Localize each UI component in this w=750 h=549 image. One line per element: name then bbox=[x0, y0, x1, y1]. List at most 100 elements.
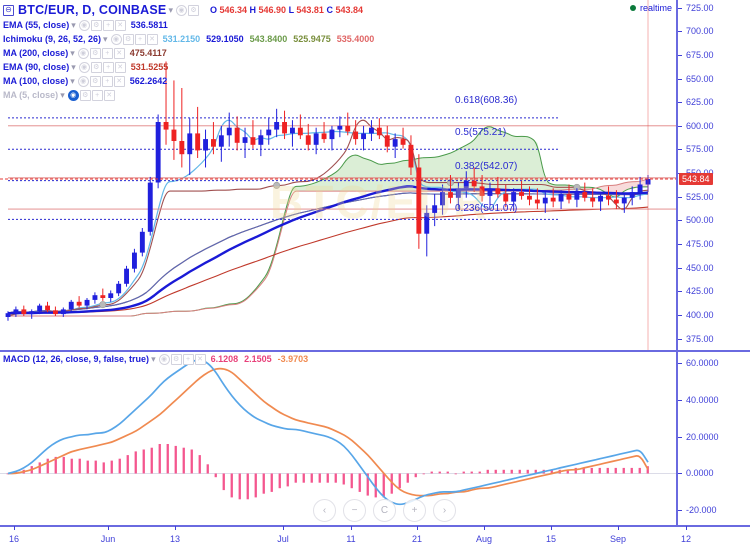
ohlc-key: O bbox=[209, 5, 220, 15]
chart-navigation-buttons[interactable]: ‹ − C + › bbox=[313, 499, 456, 522]
macd-histogram-bar bbox=[614, 467, 617, 474]
indicator-icon-group[interactable]: ◉ ⚙ + ✕ bbox=[77, 47, 125, 59]
eye-icon[interactable]: ◉ bbox=[77, 75, 89, 87]
indicator-name[interactable]: MA (100, close) bbox=[3, 76, 69, 86]
plus-icon[interactable]: + bbox=[91, 89, 103, 101]
close-icon[interactable]: ✕ bbox=[114, 19, 126, 31]
legend-row-indicator-5[interactable]: MA (5, close) ▾ ◉ ⚙ + ✕ bbox=[3, 88, 380, 102]
chevron-down-icon[interactable]: ▾ bbox=[70, 75, 75, 86]
macd-pane[interactable]: MACD (12, 26, close, 9, false, true) ▾ ◉… bbox=[0, 352, 750, 525]
eye-icon[interactable]: ◉ bbox=[77, 47, 89, 59]
macd-chart-svg[interactable] bbox=[0, 352, 676, 525]
legend-row-indicator-3[interactable]: EMA (90, close) ▾ ◉ ⚙ + ✕ 531.5255 bbox=[3, 60, 380, 74]
nav-reset-button[interactable]: C bbox=[373, 499, 396, 522]
plus-icon[interactable]: + bbox=[134, 33, 146, 45]
candle-body bbox=[242, 137, 248, 143]
chevron-down-icon[interactable]: ▾ bbox=[103, 33, 108, 44]
macd-indicator-name[interactable]: MACD (12, 26, close, 9, false, true) bbox=[3, 354, 150, 364]
candle-body bbox=[313, 133, 319, 145]
indicator-icon-group[interactable]: ◉ ⚙ + ✕ bbox=[67, 89, 115, 101]
chevron-down-icon[interactable]: ▾ bbox=[60, 89, 65, 100]
gear-icon[interactable]: ⚙ bbox=[90, 19, 102, 31]
plus-icon[interactable]: + bbox=[101, 75, 113, 87]
macd-histogram-bar bbox=[294, 473, 297, 483]
close-icon[interactable]: ✕ bbox=[103, 89, 115, 101]
realtime-label: realtime bbox=[639, 3, 672, 13]
nav-zoom-in-button[interactable]: + bbox=[403, 499, 426, 522]
indicator-icon-group[interactable]: ◉ ⚙ + ✕ bbox=[78, 61, 126, 73]
gear-icon[interactable]: ⚙ bbox=[89, 47, 101, 59]
candle-body bbox=[495, 188, 501, 194]
legend-row-indicator-0[interactable]: EMA (55, close) ▾ ◉ ⚙ + ✕ 536.5811 bbox=[3, 18, 380, 32]
plus-icon[interactable]: + bbox=[101, 47, 113, 59]
macd-histogram-bar bbox=[102, 462, 105, 474]
plus-icon[interactable]: + bbox=[102, 61, 114, 73]
macd-histogram-bar bbox=[182, 447, 185, 474]
candle-body bbox=[424, 212, 430, 234]
legend-row-indicator-4[interactable]: MA (100, close) ▾ ◉ ⚙ + ✕ 562.2642 bbox=[3, 74, 380, 88]
chevron-down-icon[interactable]: ▾ bbox=[168, 4, 173, 15]
chevron-down-icon[interactable]: ▾ bbox=[70, 47, 75, 58]
candle-body bbox=[408, 144, 414, 168]
indicator-name[interactable]: EMA (90, close) bbox=[3, 62, 70, 72]
gear-icon[interactable]: ⚙ bbox=[187, 4, 199, 16]
close-icon[interactable]: ✕ bbox=[194, 353, 206, 365]
nav-zoom-out-button[interactable]: − bbox=[343, 499, 366, 522]
plus-icon[interactable]: + bbox=[102, 19, 114, 31]
nav-prev-button[interactable]: ‹ bbox=[313, 499, 336, 522]
macd-histogram-bar bbox=[310, 473, 313, 483]
indicator-icon-group[interactable]: ◉ ⚙ + ✕ bbox=[110, 33, 158, 45]
symbol-title[interactable]: BTC/EUR, D, COINBASE bbox=[18, 3, 167, 17]
indicator-name[interactable]: MA (200, close) bbox=[3, 48, 69, 58]
candle-body bbox=[132, 252, 137, 269]
gear-icon[interactable]: ⚙ bbox=[122, 33, 134, 45]
nav-next-button[interactable]: › bbox=[433, 499, 456, 522]
indicator-name[interactable]: EMA (55, close) bbox=[3, 20, 70, 30]
candle-body bbox=[621, 197, 627, 204]
candle-body bbox=[305, 135, 311, 145]
price-axis[interactable]: 725.00 700.00 675.00 650.00 625.00 600.00 575.… bbox=[678, 0, 750, 351]
macd-axis[interactable]: 60.0000 40.0000 20.0000 0.0000 -20.000 bbox=[678, 352, 750, 525]
chart-legend: ⊖ BTC/EUR, D, COINBASE ▾ ◉ ⚙ O 546.34 H … bbox=[0, 0, 380, 102]
macd-histogram-bar bbox=[62, 456, 65, 474]
macd-icon-group[interactable]: ◉ ⚙ + ✕ bbox=[158, 353, 206, 365]
gear-icon[interactable]: ⚙ bbox=[90, 61, 102, 73]
candle-body bbox=[21, 309, 27, 315]
candle-body bbox=[124, 268, 129, 284]
indicator-name[interactable]: MA (5, close) bbox=[3, 90, 59, 100]
chevron-down-icon[interactable]: ▾ bbox=[71, 61, 76, 72]
eye-icon[interactable]: ◉ bbox=[158, 353, 170, 365]
gear-icon[interactable]: ⚙ bbox=[170, 353, 182, 365]
chevron-down-icon[interactable]: ▾ bbox=[151, 353, 156, 364]
collapse-icon[interactable]: ⊖ bbox=[3, 4, 14, 16]
close-icon[interactable]: ✕ bbox=[113, 75, 125, 87]
macd-histogram-bar bbox=[430, 471, 433, 474]
price-chart-svg[interactable] bbox=[0, 0, 676, 351]
legend-row-indicator-2[interactable]: MA (200, close) ▾ ◉ ⚙ + ✕ 475.4117 bbox=[3, 46, 380, 60]
close-icon[interactable]: ✕ bbox=[114, 61, 126, 73]
indicator-name[interactable]: Ichimoku (9, 26, 52, 26) bbox=[3, 34, 102, 44]
price-chart-pane[interactable] bbox=[0, 0, 750, 351]
candle-body bbox=[37, 305, 43, 312]
plus-icon[interactable]: + bbox=[182, 353, 194, 365]
gear-icon[interactable]: ⚙ bbox=[79, 89, 91, 101]
eye-icon[interactable]: ◉ bbox=[110, 33, 122, 45]
eye-icon[interactable]: ◉ bbox=[78, 61, 90, 73]
time-tick-mark bbox=[175, 526, 176, 530]
close-icon[interactable]: ✕ bbox=[146, 33, 158, 45]
legend-row-symbol[interactable]: ⊖ BTC/EUR, D, COINBASE ▾ ◉ ⚙ O 546.34 H … bbox=[3, 2, 380, 18]
eye-icon[interactable]: ◉ bbox=[175, 4, 187, 16]
legend-row-macd[interactable]: MACD (12, 26, close, 9, false, true) ▾ ◉… bbox=[3, 352, 314, 366]
close-icon[interactable]: ✕ bbox=[113, 47, 125, 59]
gear-icon[interactable]: ⚙ bbox=[89, 75, 101, 87]
symbol-icon-group[interactable]: ◉ ⚙ bbox=[175, 4, 199, 16]
eye-icon[interactable]: ◉ bbox=[78, 19, 90, 31]
indicator-icon-group[interactable]: ◉ ⚙ + ✕ bbox=[78, 19, 126, 31]
macd-histogram-bar bbox=[70, 458, 73, 474]
legend-row-indicator-1[interactable]: Ichimoku (9, 26, 52, 26) ▾ ◉ ⚙ + ✕ 531.2150 529… bbox=[3, 32, 380, 46]
time-axis[interactable]: 16 Jun 13 Jul 11 21 Aug 15 Sep 12 bbox=[0, 526, 750, 548]
eye-icon[interactable]: ◉ bbox=[67, 89, 79, 101]
indicator-icon-group[interactable]: ◉ ⚙ + ✕ bbox=[77, 75, 125, 87]
chevron-down-icon[interactable]: ▾ bbox=[71, 19, 76, 30]
